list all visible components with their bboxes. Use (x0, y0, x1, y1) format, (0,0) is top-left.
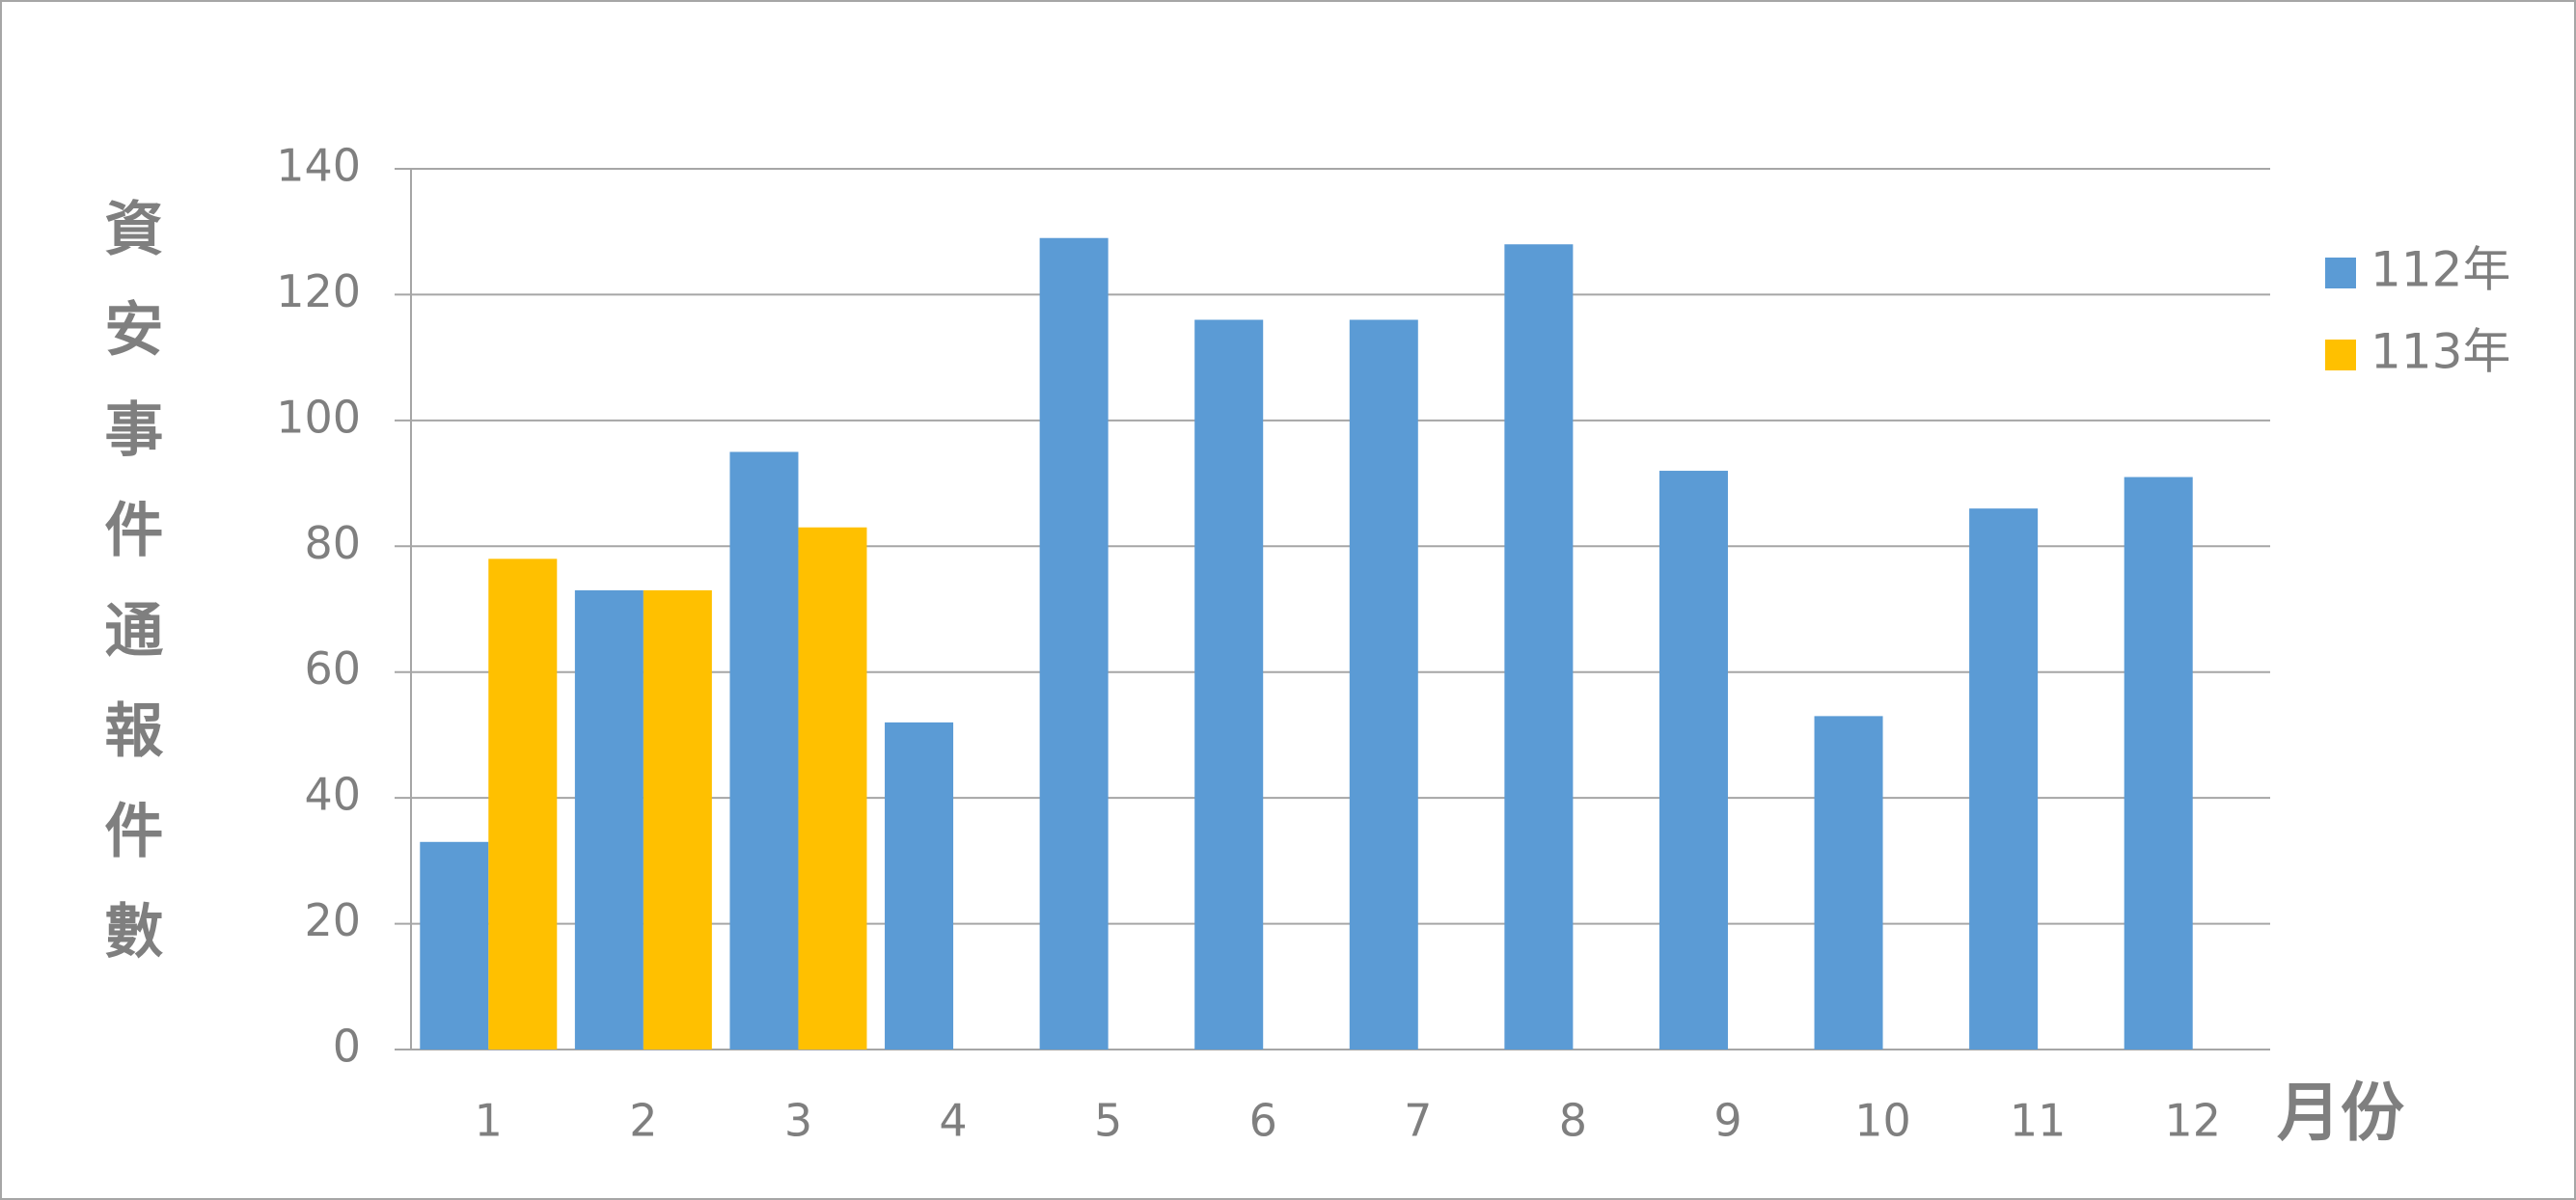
x-tick-label: 9 (1713, 1095, 1741, 1147)
y-tick-label: 0 (333, 1021, 361, 1073)
x-tick-label: 4 (939, 1095, 967, 1147)
legend-swatch (2325, 258, 2356, 288)
bar (1039, 237, 1109, 1050)
x-tick-label: 11 (2010, 1095, 2067, 1147)
y-tick-label: 120 (276, 265, 361, 317)
y-tick-label: 100 (276, 391, 361, 443)
y-axis-title: 資安事件通報件數 (94, 198, 163, 1000)
x-tick-label: 6 (1249, 1095, 1277, 1147)
y-tick-label: 80 (304, 517, 361, 569)
bar (574, 589, 644, 1050)
bar (643, 589, 712, 1050)
x-axis-title: 月份 (2277, 1076, 2404, 1150)
x-tick-label: 1 (475, 1095, 503, 1147)
bar (2124, 477, 2193, 1050)
bar (885, 722, 954, 1050)
x-tick-label: 3 (784, 1095, 812, 1147)
bar (1194, 319, 1264, 1050)
y-tick-label: 40 (304, 769, 361, 821)
y-tick-label: 140 (276, 140, 361, 192)
bar (1969, 508, 2039, 1050)
y-tick-label: 20 (304, 894, 361, 946)
bar (798, 527, 867, 1050)
x-tick-label: 7 (1404, 1095, 1432, 1147)
bar (1349, 319, 1418, 1050)
bar (729, 451, 799, 1050)
bar (420, 841, 489, 1050)
bar (1504, 244, 1574, 1050)
y-tick-label: 60 (304, 642, 361, 695)
legend-swatch (2325, 340, 2356, 370)
x-tick-label: 5 (1094, 1095, 1122, 1147)
x-tick-label: 8 (1559, 1095, 1587, 1147)
bar (488, 559, 558, 1050)
bar (1658, 471, 1728, 1050)
bar (1814, 716, 1883, 1050)
x-tick-label: 12 (2164, 1095, 2221, 1147)
legend-label: 113年 (2370, 324, 2510, 380)
legend-label: 112年 (2370, 242, 2510, 298)
x-tick-label: 10 (1854, 1095, 1911, 1147)
x-tick-label: 2 (629, 1095, 657, 1147)
